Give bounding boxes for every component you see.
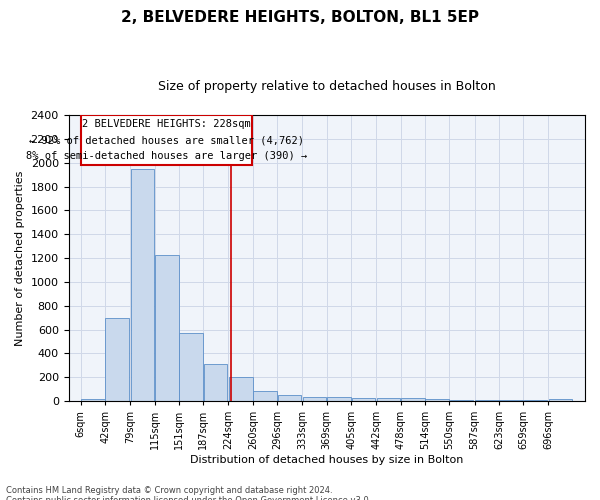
Text: 8% of semi-detached houses are larger (390) →: 8% of semi-detached houses are larger (3… [26,151,307,161]
Bar [425,399,449,401]
Bar [81,398,105,401]
Text: 2, BELVEDERE HEIGHTS, BOLTON, BL1 5EP: 2, BELVEDERE HEIGHTS, BOLTON, BL1 5EP [121,10,479,25]
Bar [524,400,547,401]
Text: Contains HM Land Registry data © Crown copyright and database right 2024.: Contains HM Land Registry data © Crown c… [6,486,332,495]
X-axis label: Distribution of detached houses by size in Bolton: Distribution of detached houses by size … [190,455,463,465]
Text: ← 92% of detached houses are smaller (4,762): ← 92% of detached houses are smaller (4,… [29,135,304,145]
Bar [204,364,227,401]
Bar [131,168,154,401]
Bar [401,398,425,401]
Bar [475,400,499,401]
Bar [229,377,253,401]
Bar [106,318,129,401]
Bar [377,398,400,401]
Bar [549,399,572,401]
Bar [450,400,473,401]
Bar [303,396,326,401]
Bar [499,400,523,401]
Bar [327,397,351,401]
Bar [253,391,277,401]
Bar [179,332,203,401]
Text: 2 BELVEDERE HEIGHTS: 228sqm: 2 BELVEDERE HEIGHTS: 228sqm [82,119,251,129]
Bar [155,255,179,401]
Y-axis label: Number of detached properties: Number of detached properties [15,170,25,346]
Bar [278,396,301,401]
Text: Contains public sector information licensed under the Open Government Licence v3: Contains public sector information licen… [6,496,371,500]
Bar [81,115,251,165]
Bar [352,398,375,401]
Title: Size of property relative to detached houses in Bolton: Size of property relative to detached ho… [158,80,496,93]
